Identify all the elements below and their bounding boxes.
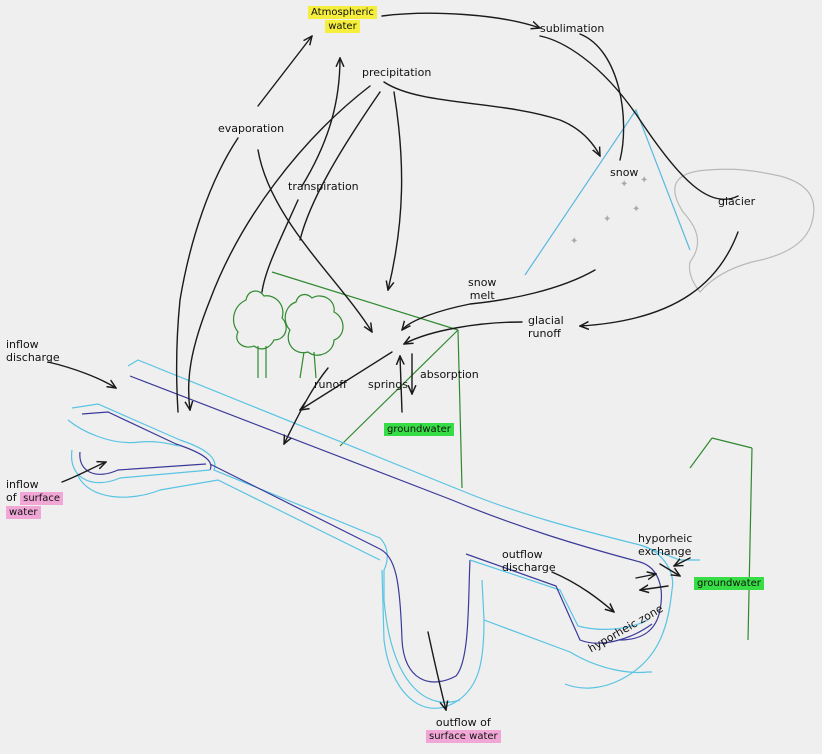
glacial-runoff-label: glacial runoff xyxy=(528,314,564,340)
snow-melt-label: snow melt xyxy=(468,276,497,302)
inflow-of-surface-water-label: inflow of surface water xyxy=(6,478,64,519)
svg-text:✦: ✦ xyxy=(570,236,578,247)
outflow-surface-arrow xyxy=(427,631,446,710)
transpiration-arrow xyxy=(301,58,340,187)
hyporheic-exchange-label: hyporheic exchange xyxy=(638,532,693,558)
evaporation-arrow xyxy=(257,36,312,107)
evaporation-line xyxy=(176,137,239,413)
glacial-runoff-arrow xyxy=(404,321,523,344)
snow-mountain-outline xyxy=(524,108,691,276)
runoff-label: runoff xyxy=(314,378,347,391)
precipitation-to-snow-arrow xyxy=(383,81,600,156)
flow-arrows xyxy=(47,12,739,710)
inflow-surface-arrow xyxy=(61,462,106,483)
outflow-discharge-label: outflow discharge xyxy=(502,548,556,574)
atmospheric-water-label: Atmospheric water xyxy=(308,5,377,33)
river xyxy=(67,359,700,709)
glacier-label: glacier xyxy=(718,195,756,208)
trees-icon xyxy=(232,290,344,379)
evaporation-label: evaporation xyxy=(218,122,285,135)
outflow-of-surface-water-label: outflow of surface water xyxy=(426,716,501,743)
outflow-discharge-arrow xyxy=(551,571,614,612)
snow-label: snow xyxy=(610,166,639,179)
precipitation-label: precipitation xyxy=(362,66,432,79)
inflow-discharge-arrow xyxy=(47,361,116,388)
snow-melt-arrow xyxy=(402,269,596,330)
svg-text:✦: ✦ xyxy=(620,179,628,190)
groundwater-label-upper: groundwater xyxy=(384,422,454,436)
absorption-label: absorption xyxy=(420,368,479,381)
glacier-to-runoff-line xyxy=(580,231,739,326)
svg-text:✦: ✦ xyxy=(632,204,640,215)
springs-label: springs xyxy=(368,378,408,391)
land-block xyxy=(271,271,753,641)
sublimation-label: sublimation xyxy=(540,22,605,35)
precipitation-to-ground-arrow xyxy=(388,91,403,290)
sublimation-arrow xyxy=(381,12,540,28)
snow-marks: ✦ ✦ ✦ ✦ ✦ xyxy=(570,175,648,247)
glacier-outline xyxy=(674,168,815,293)
inflow-discharge-label: inflow discharge xyxy=(6,338,60,364)
svg-text:✦: ✦ xyxy=(603,214,611,225)
svg-text:✦: ✦ xyxy=(640,175,648,186)
transpiration-label: transpiration xyxy=(288,180,359,193)
springs-arrow xyxy=(400,356,402,413)
precipitation-to-river-arrow xyxy=(189,85,371,410)
groundwater-label-lower: groundwater xyxy=(694,576,764,590)
